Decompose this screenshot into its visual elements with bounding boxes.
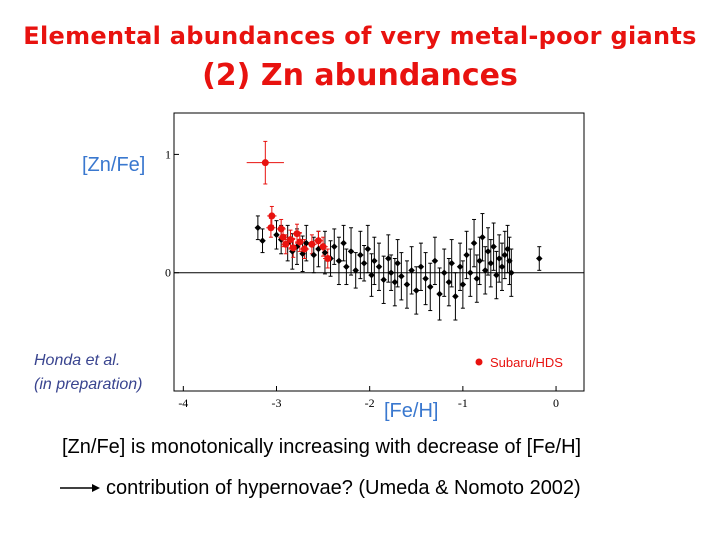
data-point bbox=[360, 259, 368, 267]
right-arrow-icon bbox=[60, 484, 100, 492]
data-point bbox=[371, 257, 378, 265]
data-point bbox=[452, 293, 459, 300]
y-tick-label: 1 bbox=[165, 147, 171, 161]
data-point bbox=[254, 224, 262, 232]
data-point bbox=[504, 245, 511, 253]
subaru-data-point bbox=[289, 244, 297, 252]
data-point bbox=[479, 233, 486, 241]
subaru-data-point bbox=[308, 240, 316, 248]
data-point bbox=[403, 281, 411, 288]
subaru-data-point bbox=[300, 245, 308, 253]
data-point bbox=[459, 281, 467, 288]
data-point bbox=[426, 283, 434, 291]
x-tick-label: -2 bbox=[365, 396, 375, 410]
data-point bbox=[476, 257, 483, 265]
data-point bbox=[445, 278, 453, 286]
data-point bbox=[498, 263, 506, 271]
data-point bbox=[273, 231, 280, 239]
hypernovae-text: contribution of hypernovae? (Umeda & Nom… bbox=[106, 477, 581, 499]
data-point bbox=[417, 263, 425, 271]
data-point bbox=[463, 251, 470, 259]
data-point bbox=[487, 259, 495, 267]
data-point bbox=[391, 278, 399, 286]
x-tick-label: -1 bbox=[458, 396, 468, 410]
data-point bbox=[385, 255, 392, 262]
slide-title: Elemental abundances of very metal-poor … bbox=[23, 22, 697, 50]
data-point bbox=[387, 269, 395, 276]
data-point bbox=[508, 269, 515, 276]
data-point bbox=[493, 271, 500, 279]
data-point bbox=[343, 263, 350, 271]
x-axis-label: [Fe/H] bbox=[384, 400, 439, 422]
data-point bbox=[303, 239, 310, 247]
credit-line-2: (in preparation) bbox=[34, 376, 143, 393]
subaru-data-point bbox=[268, 212, 276, 220]
plot-frame bbox=[173, 112, 585, 392]
data-point bbox=[467, 269, 474, 276]
data-point bbox=[394, 259, 401, 267]
y-tick-label: 0 bbox=[165, 266, 171, 280]
data-point bbox=[470, 239, 478, 247]
subaru-data-point bbox=[261, 159, 269, 167]
data-point bbox=[259, 237, 266, 245]
subaru-data-point bbox=[324, 255, 332, 263]
data-point bbox=[436, 290, 443, 298]
legend-subaru-label: Subaru/HDS bbox=[490, 355, 563, 370]
data-point bbox=[422, 275, 429, 282]
subaru-data-point bbox=[277, 225, 285, 233]
credit-line-1: Honda et al. bbox=[34, 352, 121, 369]
data-point bbox=[536, 255, 543, 262]
data-point bbox=[310, 251, 318, 259]
data-point bbox=[484, 248, 492, 255]
data-point bbox=[364, 245, 372, 253]
x-tick-label: 0 bbox=[553, 396, 559, 410]
data-point bbox=[375, 263, 383, 271]
data-point bbox=[440, 269, 448, 276]
data-point bbox=[448, 259, 455, 267]
x-tick-label: -4 bbox=[178, 396, 188, 410]
subaru-data-point bbox=[314, 237, 322, 245]
data-point bbox=[490, 243, 497, 250]
data-point bbox=[408, 267, 415, 274]
subaru-data-point bbox=[282, 240, 290, 248]
subaru-data-point bbox=[286, 236, 294, 244]
data-point bbox=[481, 267, 489, 274]
subaru-data-point bbox=[293, 230, 301, 238]
data-point bbox=[331, 243, 338, 250]
conclusion-statement: [Zn/Fe] is monotonically increasing with… bbox=[62, 436, 582, 458]
data-point bbox=[335, 257, 343, 265]
data-point bbox=[501, 251, 509, 259]
subaru-data-point bbox=[296, 238, 304, 246]
x-tick-label: -3 bbox=[272, 396, 282, 410]
y-axis-label: [Zn/Fe] bbox=[82, 154, 146, 176]
data-point bbox=[456, 263, 464, 271]
data-point bbox=[321, 249, 329, 256]
subaru-data-point bbox=[279, 233, 287, 241]
data-point bbox=[357, 251, 364, 259]
data-point bbox=[347, 248, 355, 255]
subaru-data-point bbox=[267, 224, 275, 232]
data-point bbox=[398, 272, 405, 280]
data-point bbox=[352, 267, 359, 274]
data-point bbox=[368, 271, 375, 279]
data-point bbox=[506, 257, 513, 265]
data-point bbox=[380, 276, 387, 284]
data-point bbox=[340, 239, 347, 247]
legend-subaru-marker bbox=[475, 358, 483, 366]
credit-text: Honda et al. (in preparation) bbox=[34, 349, 143, 397]
data-point bbox=[473, 275, 481, 282]
slide-subtitle: (2) Zn abundances bbox=[202, 58, 518, 93]
data-point bbox=[495, 255, 503, 262]
data-point bbox=[431, 257, 439, 265]
subaru-data-point bbox=[319, 243, 327, 251]
data-point bbox=[413, 287, 420, 294]
